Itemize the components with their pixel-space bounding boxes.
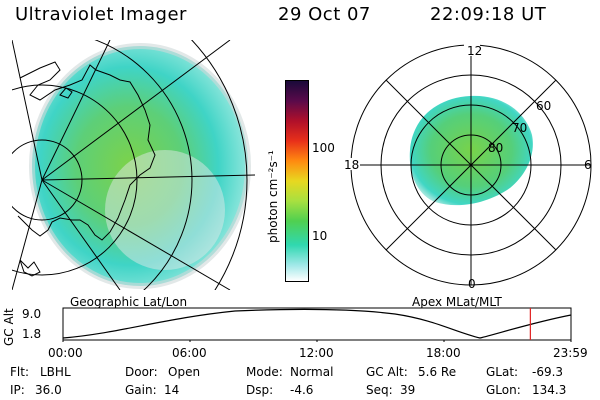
status-glon-value: 134.3: [532, 383, 567, 397]
status-mode-label: Mode:: [246, 365, 283, 379]
coastline: [17, 61, 156, 241]
polar-map: 12 18 6 0 60 70 80: [342, 44, 592, 291]
colorbar-tick-10: 10: [312, 229, 328, 243]
alt-xtick-1200: 12:00: [299, 346, 334, 360]
date-label: 29 Oct 07: [278, 4, 371, 25]
mlat-label-80: 80: [488, 141, 503, 155]
altitude-plot: [62, 307, 572, 342]
mlt-label-18: 18: [344, 158, 359, 172]
mlat-label-60: 60: [536, 99, 551, 113]
status-seq-label: Seq:: [366, 383, 393, 397]
colorbar: [285, 80, 309, 282]
mlt-label-0: 0: [468, 277, 476, 291]
colorbar-tick-100: 100: [312, 141, 335, 155]
alt-xtick-1800: 18:00: [426, 346, 461, 360]
status-ip-value: 36.0: [35, 383, 62, 397]
alt-ylabel: GC Alt: [2, 308, 16, 346]
mlat-label-70: 70: [512, 121, 527, 135]
status-gcalt-value: 5.6 Re: [418, 365, 457, 379]
status-ip-label: IP:: [10, 383, 25, 397]
mlt-label-6: 6: [584, 158, 592, 172]
alt-xtick-0000: 00:00: [48, 346, 83, 360]
status-gain-value: 14: [164, 383, 180, 397]
status-gcalt-label: GC Alt:: [366, 365, 408, 379]
alt-ytick-low: 1.8: [22, 327, 42, 341]
alt-xtick-0600: 06:00: [172, 346, 207, 360]
altitude-curve: [62, 308, 572, 339]
status-mode-value: Normal: [290, 365, 334, 379]
status-door-value: Open: [168, 365, 201, 379]
geographic-map: [12, 40, 256, 290]
status-dsp-value: -4.6: [290, 383, 314, 397]
status-glon-label: GLon:: [486, 383, 521, 397]
status-door-label: Door:: [125, 365, 158, 379]
alt-ytick-high: 9.0: [22, 307, 42, 321]
status-glat-label: GLat:: [486, 365, 519, 379]
mlt-label-12: 12: [467, 44, 482, 58]
status-filter-value: LBHL: [40, 365, 71, 379]
status-filter-label: Flt:: [10, 365, 29, 379]
status-glat-value: -69.3: [532, 365, 564, 379]
geographic-caption: Geographic Lat/Lon: [70, 295, 188, 309]
status-dsp-label: Dsp:: [246, 383, 274, 397]
instrument-title: Ultraviolet Imager: [15, 4, 187, 25]
status-seq-value: 39: [400, 383, 416, 397]
apex-caption: Apex MLat/MLT: [412, 295, 502, 309]
status-gain-label: Gain:: [125, 383, 157, 397]
alt-xtick-2359: 23:59: [553, 346, 588, 360]
time-label: 22:09:18 UT: [430, 4, 547, 25]
colorbar-unit-label: photon cm⁻²s⁻¹: [266, 150, 280, 243]
